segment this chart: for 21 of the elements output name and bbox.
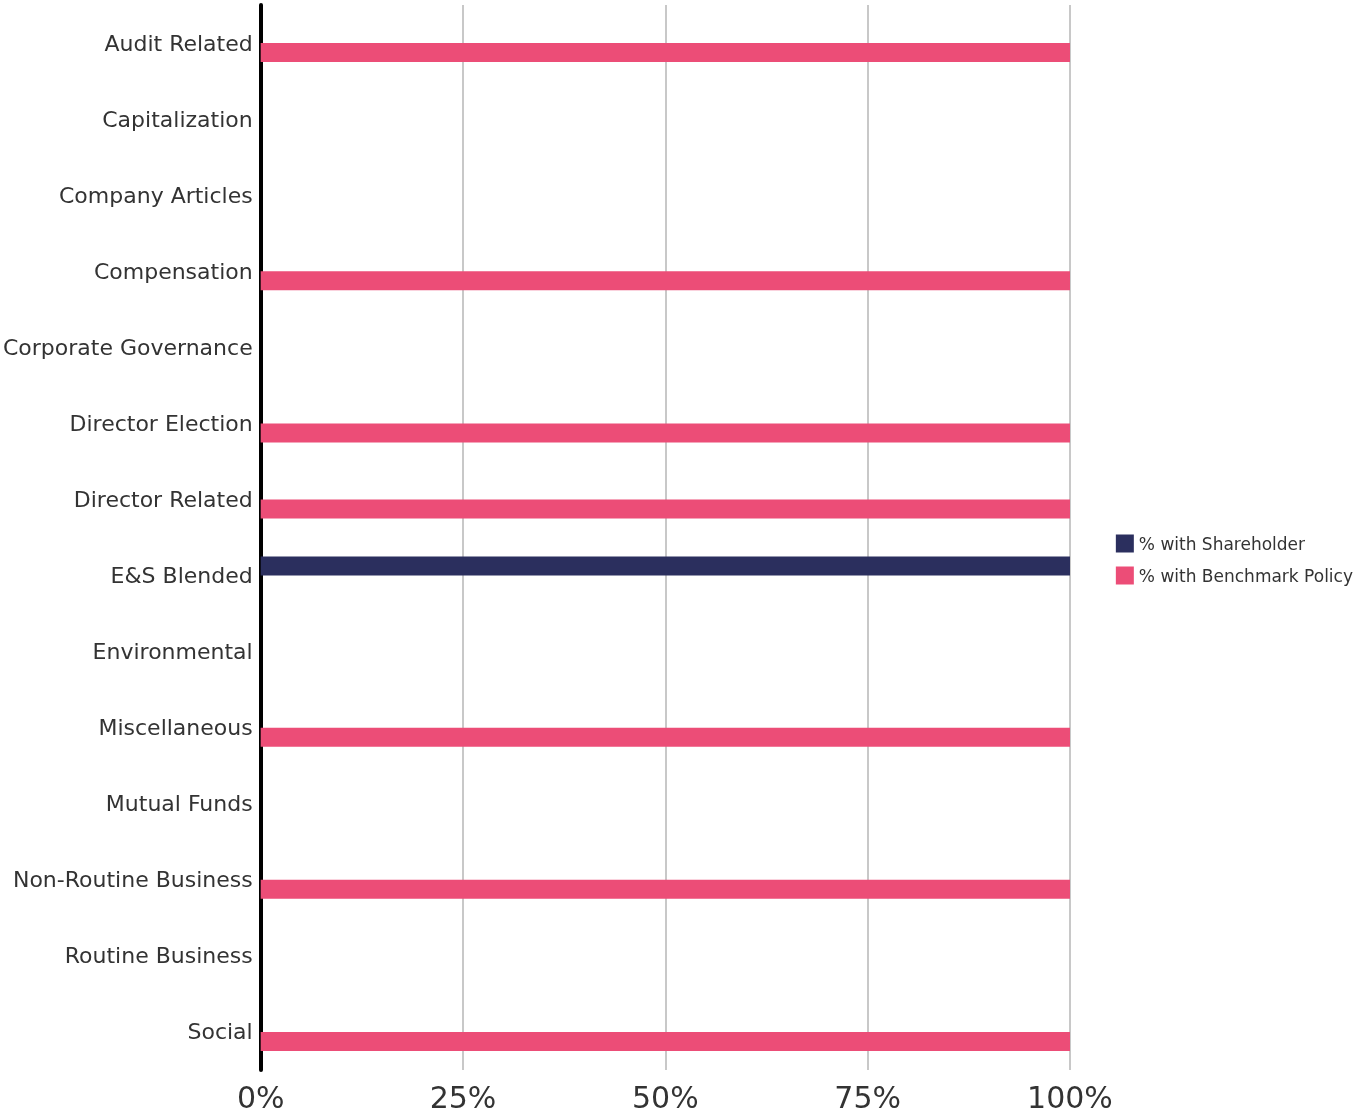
x-tick-label: 0%: [236, 1079, 285, 1115]
y-tick-label: Mutual Funds: [105, 791, 253, 817]
legend-label: % with Shareholder: [1138, 533, 1306, 554]
y-tick-label: Capitalization: [102, 106, 253, 132]
y-tick-label: Company Articles: [58, 182, 253, 208]
y-tick-label: Social: [187, 1019, 253, 1045]
y-tick-label: E&S Blended: [110, 563, 253, 589]
y-tick-label: Miscellaneous: [98, 715, 253, 741]
y-tick-label: Corporate Governance: [2, 334, 253, 360]
x-tick-label: 100%: [1027, 1079, 1113, 1115]
y-tick-label: Director Election: [69, 410, 253, 436]
legend-label: % with Benchmark Policy: [1138, 565, 1354, 586]
x-tick-label: 50%: [632, 1079, 699, 1115]
y-tick-label: Non-Routine Business: [12, 867, 253, 893]
y-tick-label: Environmental: [92, 639, 253, 665]
x-tick-label: 75%: [834, 1079, 902, 1115]
x-tick-label: 25%: [429, 1079, 497, 1115]
y-tick-label: Director Related: [73, 486, 253, 512]
y-tick-label: Compensation: [93, 258, 253, 284]
y-tick-label: Audit Related: [104, 30, 253, 56]
y-tick-label: Routine Business: [64, 943, 253, 969]
